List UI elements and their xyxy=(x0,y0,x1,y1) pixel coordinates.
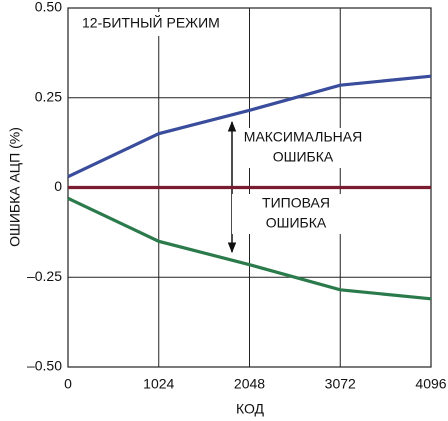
series-line xyxy=(67,196,432,301)
y-tick-label: –0.50 xyxy=(27,358,62,374)
annotation: 12-БИТНЫЙ РЕЖИМ xyxy=(82,14,220,31)
x-tick-label: 1024 xyxy=(143,376,174,392)
x-tick-label: 3072 xyxy=(325,376,356,392)
y-tick-label: 0.25 xyxy=(35,88,62,104)
annotation-bg xyxy=(232,214,360,234)
annotation-bg xyxy=(72,12,234,36)
annotation-bg xyxy=(239,148,367,168)
x-tick-label: 4096 xyxy=(415,376,446,392)
x-tick-label: 2048 xyxy=(234,376,265,392)
annotation: ТИПОВАЯ xyxy=(262,195,330,211)
y-tick-label: 0 xyxy=(54,178,62,194)
annotation: ОШИБКА xyxy=(273,149,334,165)
annotation: ОШИБКА xyxy=(266,215,327,231)
series-line xyxy=(67,74,432,179)
y-axis-label: ОШИБКА АЦП (%) xyxy=(7,127,23,247)
annotation-bg xyxy=(232,194,360,214)
annotation-bg xyxy=(239,128,367,148)
x-axis-label: КОД xyxy=(236,401,265,417)
y-tick-label: –0.25 xyxy=(27,268,62,284)
annotation: МАКСИМАЛЬНАЯ xyxy=(244,129,362,145)
y-tick-label: 0.50 xyxy=(35,0,62,15)
x-tick-label: 0 xyxy=(64,376,72,392)
